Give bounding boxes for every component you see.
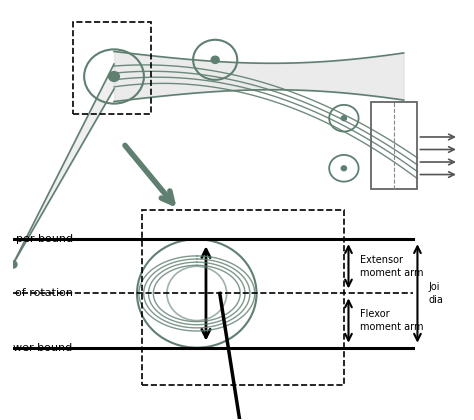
Text: Joi
dia: Joi dia [429, 282, 444, 304]
Text: of rotation: of rotation [15, 289, 73, 299]
Text: wer bound: wer bound [13, 343, 73, 353]
Bar [372, 102, 418, 189]
Circle shape [211, 56, 219, 63]
Circle shape [341, 116, 346, 121]
Bar [73, 22, 151, 114]
Circle shape [109, 71, 119, 81]
Bar [142, 210, 344, 385]
Text: Flexor
moment arm: Flexor moment arm [360, 310, 423, 332]
Text: per bound: per bound [16, 234, 73, 244]
Circle shape [341, 166, 346, 171]
Text: Extensor
moment arm: Extensor moment arm [360, 255, 423, 278]
